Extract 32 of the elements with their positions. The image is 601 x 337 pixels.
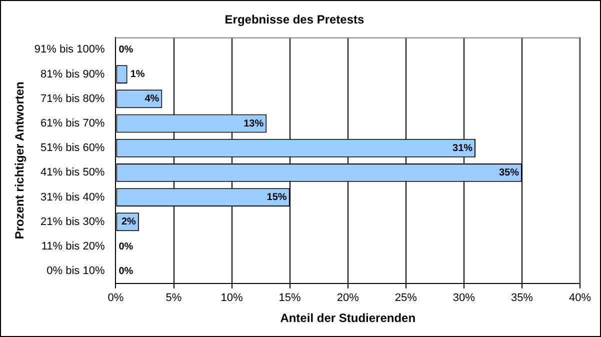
- x-tick-label: 0%: [108, 292, 124, 304]
- x-tick-label: 10%: [220, 292, 244, 304]
- chart-title: Ergebnisse des Pretests: [224, 12, 365, 27]
- y-tick-label: 11% bis 20%: [41, 240, 105, 253]
- y-tick-label: 41% bis 50%: [40, 166, 105, 179]
- data-label: 2%: [121, 216, 136, 228]
- x-tick-label: 20%: [336, 292, 360, 304]
- data-label: 0%: [118, 241, 134, 252]
- y-tick-label: 21% bis 30%: [40, 216, 105, 228]
- y-tick-label: 61% bis 70%: [40, 118, 105, 130]
- data-label: 15%: [266, 192, 287, 204]
- data-label: 0%: [118, 266, 134, 277]
- data-label: 4%: [144, 94, 160, 105]
- data-label: 13%: [244, 118, 264, 130]
- x-tick-label: 5%: [166, 292, 182, 304]
- x-tick-label: 15%: [278, 292, 302, 304]
- x-tick-label: 40%: [568, 292, 592, 304]
- x-tick-label: 35%: [510, 292, 534, 304]
- y-tick-label: 51% bis 60%: [40, 142, 105, 154]
- data-label: 0%: [118, 44, 134, 56]
- y-axis-title: Prozent richtiger Antworten: [12, 82, 27, 240]
- y-tick-label: 31% bis 40%: [40, 191, 105, 204]
- y-tick-label: 0% bis 10%: [46, 265, 105, 278]
- data-label: 1%: [130, 69, 145, 80]
- x-tick-label: 25%: [394, 292, 418, 304]
- data-label: 31%: [452, 142, 473, 154]
- x-axis-title: Anteil der Studierenden: [280, 311, 416, 326]
- y-tick-label: 81% bis 90%: [40, 68, 105, 80]
- x-tick-label: 30%: [452, 292, 476, 304]
- y-tick-label: 91% bis 100%: [34, 44, 105, 56]
- y-tick-label: 71% bis 80%: [40, 92, 105, 105]
- data-label: 35%: [498, 167, 520, 178]
